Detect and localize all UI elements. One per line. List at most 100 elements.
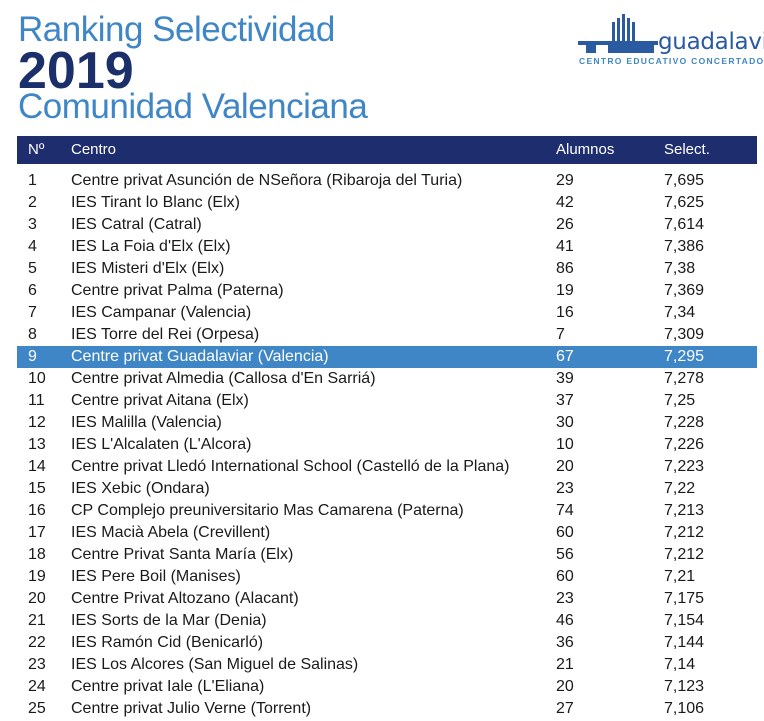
title-region: Comunidad Valenciana: [18, 87, 368, 126]
cell-num: 15: [28, 480, 46, 497]
cell-num: 11: [28, 392, 45, 409]
cell-num: 20: [28, 590, 46, 607]
cell-alumnos: 56: [556, 546, 574, 563]
cell-alumnos: 36: [556, 634, 574, 651]
header-centro: Centro: [71, 141, 117, 158]
table-row: 1 Centre privat Asunción de NSeñora (Riba…: [17, 170, 757, 192]
cell-num: 8: [28, 326, 37, 343]
cell-num: 24: [28, 678, 46, 695]
header-select: Select.: [664, 141, 710, 158]
cell-alumnos: 29: [556, 172, 574, 189]
table-row: 12 IES Malilla (Valencia) 30 7,228: [17, 412, 757, 434]
cell-select: 7,21: [664, 568, 696, 585]
table-row: 6 Centre privat Palma (Paterna) 19 7,369: [17, 280, 757, 302]
header-alumnos: Alumnos: [556, 141, 615, 158]
table-row: 11 Centre privat Aitana (Elx) 37 7,25: [17, 390, 757, 412]
table-row: 22 IES Ramón Cid (Benicarló) 36 7,144: [17, 632, 757, 654]
cell-centro: Centre privat Julio Verne (Torrent): [71, 700, 312, 717]
cell-select: 7,212: [664, 524, 705, 541]
cell-alumnos: 37: [556, 392, 574, 409]
cell-select: 7,34: [664, 304, 696, 321]
table-row: 5 IES Misteri d'Elx (Elx) 86 7,38: [17, 258, 757, 280]
cell-alumnos: 30: [556, 414, 574, 431]
title-year: 2019: [18, 42, 134, 100]
cell-alumnos: 10: [556, 436, 574, 453]
cell-select: 7,614: [664, 216, 705, 233]
cell-centro: Centre privat Iale (L'Eliana): [71, 678, 265, 695]
cell-num: 5: [28, 260, 37, 277]
cell-select: 7,25: [664, 392, 696, 409]
header-num: Nº: [28, 141, 45, 158]
cell-select: 7,386: [664, 238, 705, 255]
cell-num: 14: [28, 458, 46, 475]
cell-select: 7,106: [664, 700, 705, 717]
logo-wordmark: guadalaviar: [658, 29, 764, 55]
cell-num: 9: [28, 348, 37, 365]
table-row: 2 IES Tirant lo Blanc (Elx) 42 7,625: [17, 192, 757, 214]
cell-centro: IES Misteri d'Elx (Elx): [71, 260, 225, 277]
cell-select: 7,123: [664, 678, 705, 695]
cell-alumnos: 20: [556, 458, 574, 475]
cell-select: 7,625: [664, 194, 705, 211]
table-row: 25 Centre privat Julio Verne (Torrent) 27 7…: [17, 698, 757, 720]
cell-num: 21: [28, 612, 46, 629]
cell-num: 18: [28, 546, 46, 563]
cell-centro: IES Los Alcores (San Miguel de Salinas): [71, 656, 359, 673]
cell-select: 7,278: [664, 370, 705, 387]
table-row: 7 IES Campanar (Valencia) 16 7,34: [17, 302, 757, 324]
cell-num: 2: [28, 194, 37, 211]
cell-centro: IES Torre del Rei (Orpesa): [71, 326, 260, 343]
title-ranking: Ranking Selectividad: [18, 10, 335, 49]
table-row: 19 IES Pere Boil (Manises) 60 7,21: [17, 566, 757, 588]
cell-num: 12: [28, 414, 46, 431]
cell-centro: Centre Privat Santa María (Elx): [71, 546, 294, 563]
cell-centro: Centre privat Almedia (Callosa d'En Sarr…: [71, 370, 376, 387]
cell-select: 7,175: [664, 590, 705, 607]
building-logo-icon: [578, 14, 658, 53]
table-row: 20 Centre Privat Altozano (Alacant) 23 7,17…: [17, 588, 757, 610]
table-row: 3 IES Catral (Catral) 26 7,614: [17, 214, 757, 236]
cell-alumnos: 39: [556, 370, 574, 387]
table-row: 17 IES Macià Abela (Crevillent) 60 7,212: [17, 522, 757, 544]
cell-num: 25: [28, 700, 46, 717]
cell-num: 7: [28, 304, 37, 321]
cell-num: 13: [28, 436, 46, 453]
cell-alumnos: 26: [556, 216, 574, 233]
cell-select: 7,228: [664, 414, 705, 431]
cell-select: 7,14: [664, 656, 696, 673]
cell-num: 22: [28, 634, 46, 651]
cell-centro: IES Tirant lo Blanc (Elx): [71, 194, 240, 211]
cell-alumnos: 60: [556, 568, 574, 585]
cell-centro: Centre privat Palma (Paterna): [71, 282, 284, 299]
table-row: 23 IES Los Alcores (San Miguel de Salinas…: [17, 654, 757, 676]
table-row: 4 IES La Foia d'Elx (Elx) 41 7,386: [17, 236, 757, 258]
cell-num: 16: [28, 502, 46, 519]
cell-centro: Centre privat Guadalaviar (Valencia): [71, 348, 329, 365]
cell-select: 7,369: [664, 282, 705, 299]
table-row: 18 Centre Privat Santa María (Elx) 56 7,212: [17, 544, 757, 566]
ranking-table-body: 1 Centre privat Asunción de NSeñora (Riba…: [17, 170, 757, 720]
cell-num: 6: [28, 282, 37, 299]
cell-alumnos: 60: [556, 524, 574, 541]
cell-num: 4: [28, 238, 37, 255]
cell-select: 7,38: [664, 260, 696, 277]
table-row: 10 Centre privat Almedia (Callosa d'En Sa…: [17, 368, 757, 390]
cell-centro: IES Xebic (Ondara): [71, 480, 210, 497]
logo-subtitle: CENTRO EDUCATIVO CONCERTADO: [579, 56, 764, 66]
cell-centro: IES Macià Abela (Crevillent): [71, 524, 271, 541]
cell-alumnos: 67: [556, 348, 574, 365]
cell-centro: IES Catral (Catral): [71, 216, 202, 233]
cell-num: 23: [28, 656, 46, 673]
cell-alumnos: 19: [556, 282, 574, 299]
table-row: 15 IES Xebic (Ondara) 23 7,22: [17, 478, 757, 500]
cell-alumnos: 86: [556, 260, 574, 277]
cell-alumnos: 74: [556, 502, 574, 519]
cell-centro: IES Ramón Cid (Benicarló): [71, 634, 264, 651]
cell-select: 7,154: [664, 612, 705, 629]
cell-alumnos: 21: [556, 656, 574, 673]
guadalaviar-logo: guadalaviar CENTRO EDUCATIVO CONCERTADO: [578, 14, 764, 70]
cell-select: 7,295: [664, 348, 705, 365]
cell-num: 19: [28, 568, 46, 585]
cell-centro: IES Sorts de la Mar (Denia): [71, 612, 267, 629]
cell-num: 3: [28, 216, 37, 233]
